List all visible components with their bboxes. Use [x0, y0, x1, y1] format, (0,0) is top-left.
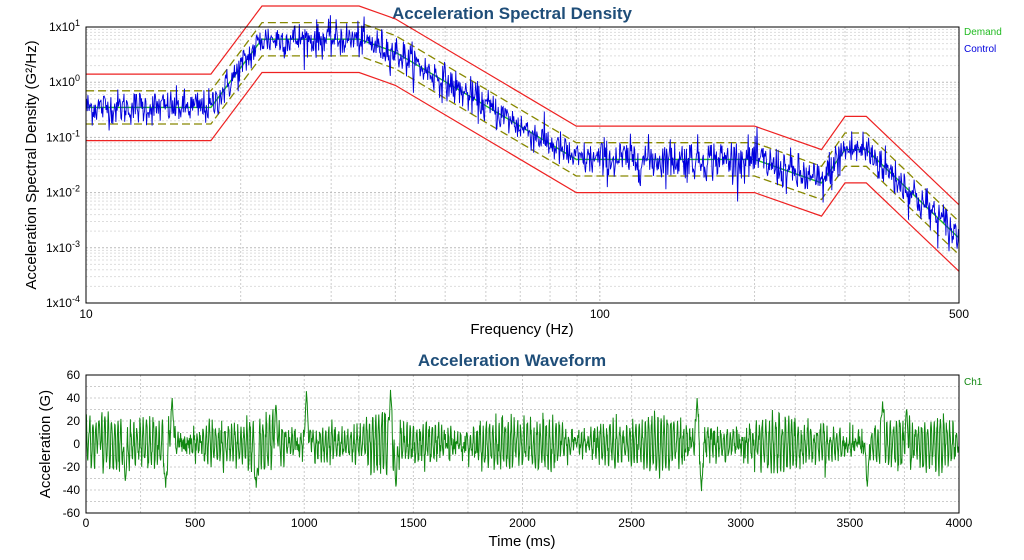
- asd-y-axis-label: Acceleration Spectral Density (G²/Hz): [23, 40, 40, 289]
- waveform-x-tick-label: 3000: [727, 516, 754, 530]
- asd-x-tick-label: 100: [590, 307, 610, 321]
- asd-x-tick-labels: 10 100 500: [79, 307, 969, 321]
- waveform-x-tick-label: 1500: [400, 516, 427, 530]
- waveform-y-tick-label: 60: [67, 368, 81, 382]
- waveform-x-tick-label: 0: [83, 516, 90, 530]
- waveform-x-tick-label: 1000: [291, 516, 318, 530]
- waveform-plot-frame: [85, 374, 960, 514]
- asd-y-tick-label: 1x10-4: [46, 294, 80, 310]
- legend-control: Control: [964, 44, 996, 55]
- asd-plot-frame: [85, 26, 960, 304]
- waveform-x-tick-label: 3500: [837, 516, 864, 530]
- asd-y-tick-label: 1x100: [49, 73, 80, 89]
- legend-demand: Demand: [964, 27, 1002, 38]
- waveform-x-tick-label: 500: [185, 516, 205, 530]
- waveform-x-tick-labels: 0 500 1000 1500 2000 2500 3000 3500 4000: [83, 516, 973, 530]
- asd-chart: Acceleration Spectral Density 10 100 500 1…: [23, 4, 1002, 338]
- asd-y-tick-labels: 1x10-4 1x10-3 1x10-2 1x10-1 1x100 1x101: [46, 18, 80, 310]
- asd-limit-lines: [86, 5, 960, 272]
- waveform-x-axis-label: Time (ms): [489, 533, 556, 550]
- asd-x-tick-label: 10: [79, 307, 93, 321]
- asd-alarm-limit-lower: [86, 55, 960, 256]
- legend-ch1: Ch1: [964, 377, 983, 388]
- asd-control-line: [85, 15, 960, 252]
- asd-series: [85, 15, 960, 252]
- waveform-ch1-line: [85, 389, 960, 492]
- waveform-y-tick-labels: -60 -40 -20 0 20 40 60: [63, 368, 81, 520]
- asd-y-tick-label: 1x101: [49, 18, 80, 34]
- asd-y-tick-label: 1x10-1: [46, 128, 80, 144]
- asd-y-tick-label: 1x10-2: [46, 184, 80, 200]
- asd-x-tick-label: 500: [949, 307, 969, 321]
- waveform-y-tick-label: 40: [67, 391, 81, 405]
- asd-x-axis-label: Frequency (Hz): [470, 321, 573, 338]
- asd-abort-limit-lower: [86, 71, 960, 272]
- waveform-x-tick-label: 2000: [509, 516, 536, 530]
- asd-abort-limit-upper: [86, 5, 960, 206]
- waveform-chart-title: Acceleration Waveform: [418, 351, 606, 370]
- waveform-y-tick-label: 20: [67, 414, 81, 428]
- waveform-y-tick-label: -40: [63, 483, 81, 497]
- waveform-y-tick-label: -60: [63, 506, 81, 520]
- waveform-x-tick-label: 4000: [946, 516, 973, 530]
- waveform-chart: Acceleration Waveform 0 500 1000 1500 2000 25…: [37, 351, 983, 550]
- waveform-x-tick-label: 2500: [618, 516, 645, 530]
- waveform-series: [85, 389, 960, 492]
- waveform-y-tick-label: -20: [63, 460, 81, 474]
- waveform-y-tick-label: 0: [73, 437, 80, 451]
- asd-chart-title: Acceleration Spectral Density: [392, 4, 633, 23]
- asd-y-tick-label: 1x10-3: [46, 239, 80, 255]
- waveform-y-axis-label: Acceleration (G): [37, 390, 54, 498]
